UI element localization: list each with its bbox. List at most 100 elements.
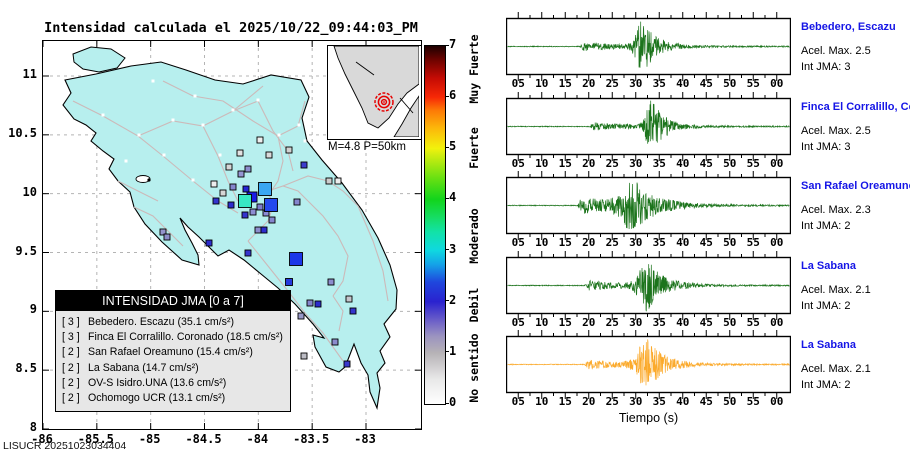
- time-tick-label: 20: [582, 77, 596, 90]
- station-marker: [249, 208, 257, 216]
- station-marker: [205, 239, 213, 247]
- time-tick-label: 30: [629, 316, 643, 329]
- station-int-jma: Int JMA: 3: [801, 141, 851, 153]
- inset-border-panama: [399, 97, 414, 114]
- colorbar-tick-label: 7: [449, 37, 457, 51]
- time-tick-label: 05: [511, 77, 525, 90]
- time-tick-label: 35: [652, 236, 666, 249]
- time-tick-label: 50: [723, 77, 737, 90]
- y-axis-tick-label: 8.5: [15, 361, 37, 376]
- legend-item: [ 2 ] Ochomogo UCR (13.1 cm/s²): [62, 391, 284, 406]
- station-marker: [219, 189, 227, 197]
- colorbar-tick: [445, 402, 449, 404]
- legend-item-label: La Sabana (14.7 cm/s²): [88, 361, 199, 374]
- station-marker: [334, 177, 342, 185]
- intensity-colorbar: [424, 45, 446, 405]
- waveform: [507, 339, 790, 386]
- time-tick-label: 35: [652, 395, 666, 408]
- epicenter-inset-map: [327, 45, 422, 140]
- seismogram-time-labels: 05 10 15 20 25 30 35 40 45 50 55 00: [506, 157, 791, 170]
- time-tick-label: 30: [629, 157, 643, 170]
- seismogram-3: [506, 171, 791, 240]
- waveform: [507, 264, 790, 312]
- seismogram-2: [506, 92, 791, 161]
- colorbar-tick: [445, 351, 449, 353]
- station-marker: [254, 226, 262, 234]
- colorbar-tick: [445, 249, 449, 251]
- colorbar-tick: [445, 197, 449, 199]
- time-tick-label: 55: [746, 77, 760, 90]
- x-axis-tick-label: -85.5: [77, 432, 114, 446]
- time-tick-label: 50: [723, 316, 737, 329]
- legend-item-intensity: [ 2 ]: [62, 346, 80, 359]
- station-int-jma: Int JMA: 2: [801, 300, 851, 312]
- station-marker: [345, 295, 353, 303]
- seismogram-ticks: [517, 251, 778, 320]
- colorbar-tick: [445, 146, 449, 148]
- time-tick-label: 10: [535, 316, 549, 329]
- seismogram-time-labels: 05 10 15 20 25 30 35 40 45 50 55 00: [506, 316, 791, 329]
- station-marker: [325, 177, 333, 185]
- station-marker: [238, 194, 252, 208]
- colorbar-tick-label: 5: [449, 139, 457, 154]
- seismogram-ticks: [517, 330, 778, 399]
- y-axis-tick-label: 10.5: [8, 125, 37, 140]
- station-marker: [314, 300, 322, 308]
- legend-title: INTENSIDAD JMA [0 a 7]: [55, 290, 291, 311]
- colorbar-tick-label: 1: [449, 343, 457, 358]
- time-tick-label: 05: [511, 157, 525, 170]
- time-tick-label: 00: [770, 77, 784, 90]
- station-marker: [244, 249, 252, 257]
- inset-border-nicaragua: [355, 61, 375, 76]
- time-tick-label: 40: [676, 395, 690, 408]
- time-tick-label: 00: [770, 316, 784, 329]
- colorbar-tick: [445, 300, 449, 302]
- station-marker: [241, 211, 249, 219]
- map-axis-ticks: [42, 41, 421, 430]
- seismogram-time-labels: 05 10 15 20 25 30 35 40 45 50 55 00: [506, 77, 791, 90]
- colorbar-category-label: Muy Fuerte: [467, 34, 481, 104]
- colorbar-tick-label: 2: [449, 292, 457, 307]
- station-marker: [242, 185, 250, 193]
- watermark: LISUCR 20251023034404: [3, 440, 127, 452]
- time-tick-label: 30: [629, 236, 643, 249]
- station-marker: [300, 352, 308, 360]
- intensity-legend: INTENSIDAD JMA [0 a 7] [ 3 ] Bebedero. Es…: [55, 290, 291, 413]
- station-marker: [293, 198, 301, 206]
- station-marker: [265, 151, 273, 159]
- station-acel-max: Acel. Max. 2.1: [801, 284, 871, 296]
- time-tick-label: 50: [723, 236, 737, 249]
- station-marker: [268, 216, 276, 224]
- station-marker: [327, 278, 335, 286]
- x-axis-tick-label: -84: [246, 432, 269, 446]
- station-marker: [163, 233, 171, 241]
- station-name: Bebedero, Escazu: [801, 21, 896, 33]
- station-int-jma: Int JMA: 2: [801, 220, 851, 232]
- legend-item-intensity: [ 2 ]: [62, 361, 80, 374]
- x-axis-tick-label: -86: [31, 432, 53, 446]
- time-tick-label: 15: [558, 236, 572, 249]
- x-axis-tick-label: -85: [138, 432, 161, 446]
- station-marker: [300, 161, 308, 169]
- time-tick-label: 05: [511, 236, 525, 249]
- y-axis-tick-label: 9.5: [15, 243, 37, 258]
- time-tick-label: 35: [652, 157, 666, 170]
- station-marker: [343, 360, 351, 368]
- station-name: La Sabana: [801, 339, 857, 351]
- station-acel-max: Acel. Max. 2.1: [801, 363, 871, 375]
- legend-item-label: OV-S Isidro.UNA (13.6 cm/s²): [88, 376, 227, 389]
- station-marker: [289, 252, 303, 266]
- station-marker: [256, 203, 264, 211]
- page-title: Intensidad calculada el 2025/10/22_09:44…: [44, 20, 418, 36]
- costa-rica-landmass: [62, 61, 398, 410]
- time-tick-label: 20: [582, 236, 596, 249]
- time-tick-label: 45: [699, 395, 713, 408]
- magnitude-depth-caption: M=4.8 P=50km: [328, 141, 406, 153]
- time-tick-label: 45: [699, 236, 713, 249]
- legend-item: [ 3 ] Bebedero. Escazu (35.1 cm/s²): [62, 315, 284, 330]
- time-tick-label: 35: [652, 77, 666, 90]
- colorbar-category-label: Fuerte: [467, 127, 481, 169]
- time-tick-label: 10: [535, 395, 549, 408]
- time-tick-label: 15: [558, 157, 572, 170]
